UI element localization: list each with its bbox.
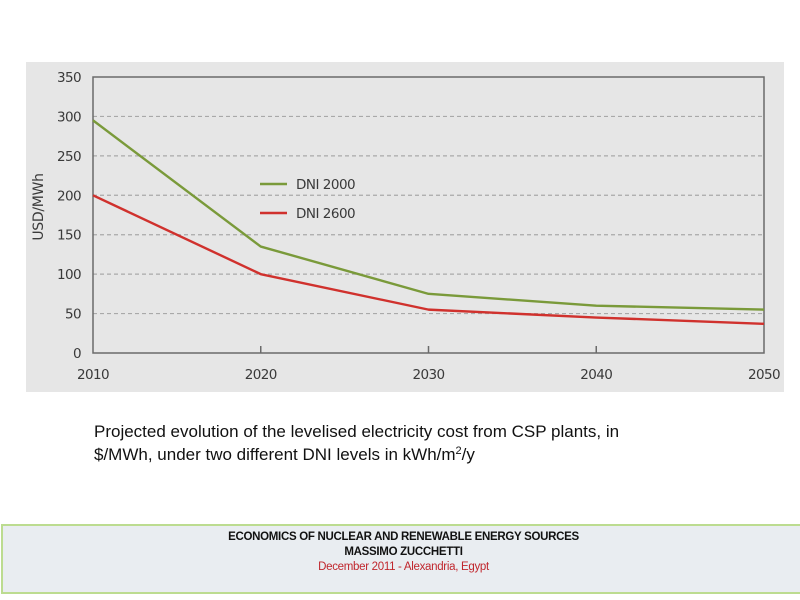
- caption-superscript: 2: [455, 445, 462, 457]
- line-chart: 2010 2020 2030 2040 2050 0 50 100 150 200 250 300 35…: [31, 70, 781, 383]
- x-tick-label: 2040: [580, 367, 612, 383]
- caption-line-2-tail: /y: [461, 445, 475, 464]
- x-tick-label: 2010: [77, 367, 109, 383]
- chart-panel: 2010 2020 2030 2040 2050 0 50 100 150 200 250 300 35…: [26, 62, 784, 392]
- y-tick-label: 0: [73, 346, 81, 362]
- y-tick-label: 250: [57, 149, 81, 165]
- figure-caption: Projected evolution of the levelised ele…: [94, 420, 734, 466]
- caption-line-2-text: $/MWh, under two different DNI levels in…: [94, 445, 456, 464]
- series-line-dni-2600: [92, 194, 765, 326]
- y-axis-title: USD/MWh: [31, 173, 47, 240]
- y-tick-label: 100: [57, 267, 81, 283]
- x-tick-label: 2020: [245, 367, 277, 383]
- y-tick-label: 150: [57, 228, 81, 244]
- footer-author: MASSIMO ZUCCHETTI: [344, 546, 463, 558]
- slide-footer: ECONOMICS OF NUCLEAR AND RENEWABLE ENERG…: [1, 524, 800, 594]
- y-tick-label: 300: [57, 109, 81, 125]
- x-tick-label: 2030: [413, 367, 445, 383]
- caption-line-2: $/MWh, under two different DNI levels in…: [94, 443, 734, 466]
- caption-line-1: Projected evolution of the levelised ele…: [94, 422, 620, 441]
- footer-date-place: December 2011 - Alexandria, Egypt: [318, 561, 489, 573]
- legend-label: DNI 2600: [296, 206, 355, 222]
- y-tick-label: 350: [57, 70, 81, 86]
- plot-frame: [92, 76, 765, 354]
- series-line-dni-2000: [92, 119, 765, 311]
- legend-label: DNI 2000: [296, 177, 355, 193]
- x-tick-label: 2050: [748, 367, 780, 383]
- y-tick-label: 50: [65, 307, 81, 323]
- footer-title: ECONOMICS OF NUCLEAR AND RENEWABLE ENERG…: [228, 531, 579, 543]
- y-tick-label: 200: [57, 188, 81, 204]
